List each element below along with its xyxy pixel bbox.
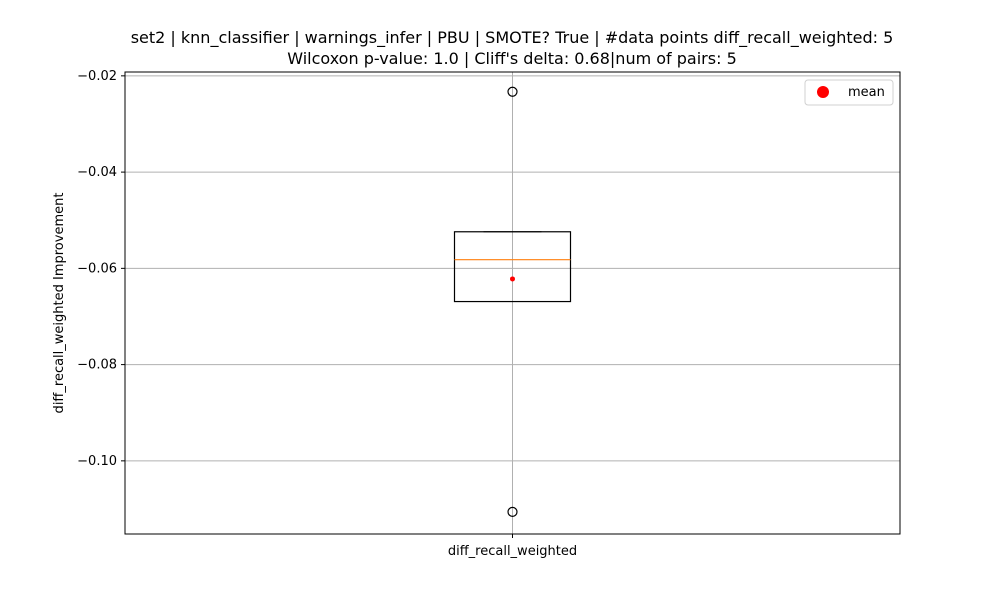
- y-tick-label: −0.10: [77, 454, 117, 469]
- chart-title-line1: set2 | knn_classifier | warnings_infer |…: [131, 28, 894, 48]
- grid-lines: [125, 72, 900, 534]
- outlier-point: [507, 86, 518, 97]
- y-tick-label: −0.02: [77, 69, 117, 84]
- legend-frame: [804, 79, 894, 106]
- outlier-point: [507, 506, 518, 517]
- x-tick-label: diff_recall_weighted: [448, 544, 577, 559]
- y-tick-label: −0.08: [77, 358, 117, 373]
- box-iqr: [453, 231, 572, 303]
- y-axis-label: diff_recall_weighted Improvement: [52, 193, 67, 414]
- mean-marker: [510, 276, 515, 282]
- chart-title-line2: Wilcoxon p-value: 1.0 | Cliff's delta: 0…: [287, 49, 737, 68]
- y-axis: −0.02 −0.04 −0.06 −0.08 −0.10: [77, 69, 125, 469]
- y-tick-label: −0.04: [77, 165, 117, 180]
- legend: mean: [804, 79, 894, 106]
- legend-mean-marker: [817, 86, 829, 98]
- plot-area: [453, 86, 572, 517]
- x-axis: diff_recall_weighted: [448, 534, 577, 559]
- y-tick-label: −0.06: [77, 261, 117, 276]
- legend-entry-mean: mean: [848, 85, 885, 100]
